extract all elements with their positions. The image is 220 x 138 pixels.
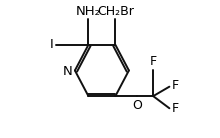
Text: CH₂Br: CH₂Br [97,5,134,18]
Text: NH₂: NH₂ [76,5,101,18]
Text: O: O [132,99,142,112]
Text: F: F [171,102,179,116]
Text: I: I [50,38,54,51]
Text: N: N [62,65,72,78]
Text: F: F [171,79,179,92]
Text: F: F [150,55,157,68]
